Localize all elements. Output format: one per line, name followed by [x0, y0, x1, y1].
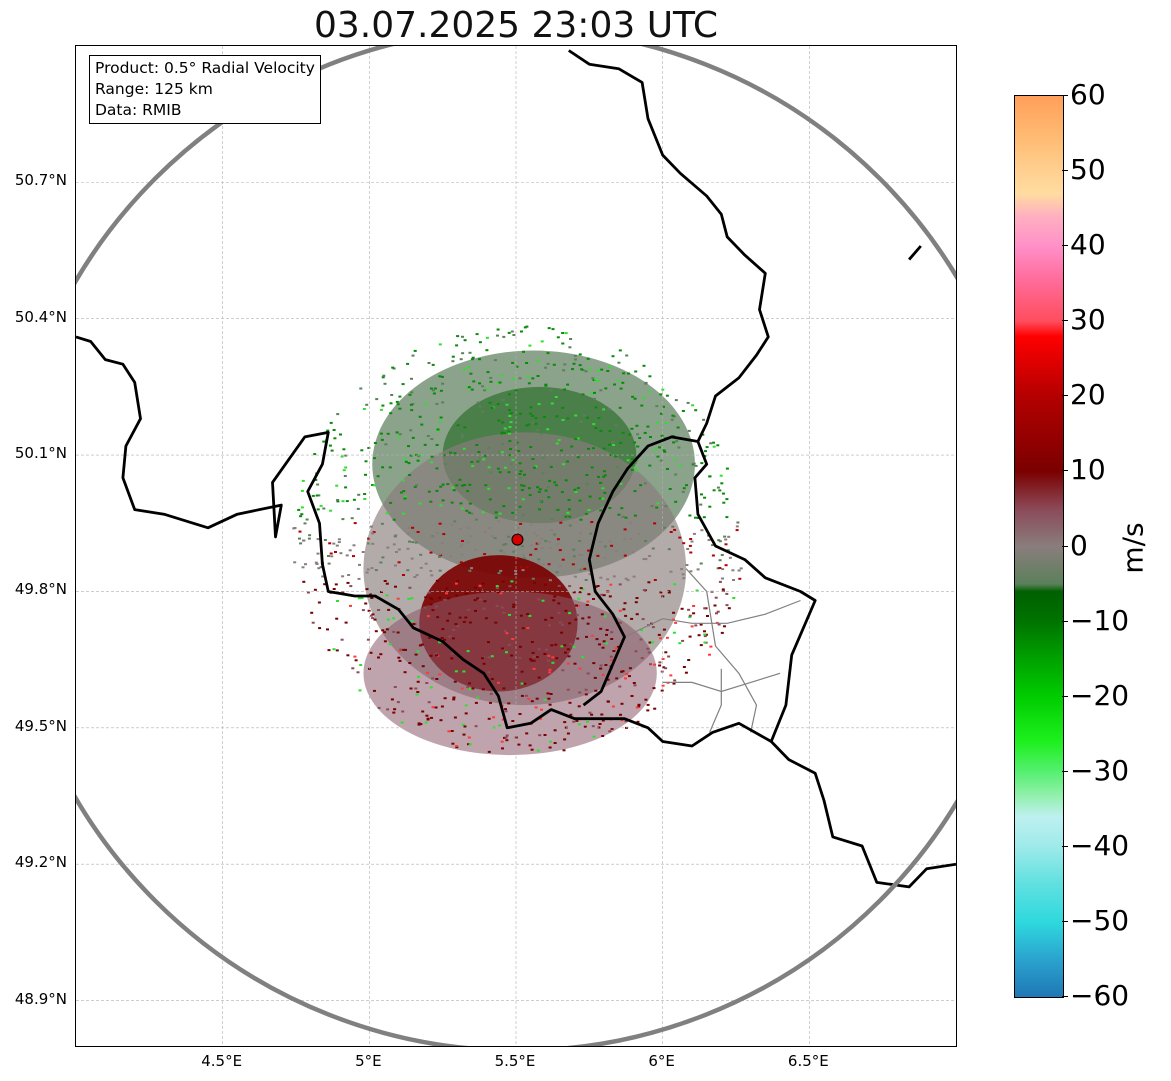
colorbar-tick-label: 50 — [1070, 153, 1106, 187]
velocity-speckles — [292, 325, 743, 753]
colorbar-tick-label: 40 — [1070, 228, 1106, 262]
lon-tick-label: 4.5°E — [201, 1052, 243, 1070]
colorbar-tick — [1062, 470, 1068, 472]
radar-echoes — [292, 325, 743, 756]
lon-tick-label: 6.5°E — [787, 1052, 829, 1070]
colorbar-tick-label: 10 — [1070, 453, 1106, 487]
echo-outbound-ring-mauve — [363, 591, 657, 756]
province-border — [685, 568, 758, 733]
colorbar-tick-label: −10 — [1070, 603, 1130, 637]
lat-tick-label: 50.4°N — [14, 307, 67, 326]
colorbar-tick-label: 20 — [1070, 378, 1106, 412]
range-label: Range: 125 km — [95, 80, 213, 98]
lon-tick-label: 5°E — [355, 1052, 382, 1070]
lat-tick-label: 50.1°N — [14, 444, 67, 463]
plot-title: 03.07.2025 23:03 UTC — [313, 5, 719, 46]
colorbar-tick-label: −40 — [1070, 828, 1130, 862]
radar-map[interactable] — [75, 45, 957, 1047]
colorbar-tick — [1062, 845, 1068, 847]
gridlines — [76, 46, 956, 1046]
data-source-label: Data: RMIB — [95, 101, 182, 119]
colorbar-tick — [1062, 245, 1068, 247]
colorbar-tick — [1062, 695, 1068, 697]
lon-tick-label: 5.5°E — [494, 1052, 536, 1070]
lat-tick-label: 49.2°N — [14, 853, 67, 872]
lat-tick-label: 49.8°N — [14, 580, 67, 599]
radar-site-marker[interactable] — [511, 533, 524, 546]
lon-tick-label: 6°E — [648, 1052, 675, 1070]
colorbar — [1014, 95, 1064, 998]
colorbar-tick — [1062, 95, 1068, 96]
colorbar-unit-label: m/s — [1116, 522, 1150, 574]
colorbar-tick-label: 0 — [1070, 528, 1088, 562]
colorbar-tick — [1062, 170, 1068, 172]
info-box: Product: 0.5° Radial Velocity Range: 125… — [89, 55, 321, 124]
country-border — [568, 49, 770, 443]
colorbar-tick — [1062, 620, 1068, 622]
lat-tick-label: 49.5°N — [14, 716, 67, 735]
colorbar-tick-label: 30 — [1070, 303, 1106, 337]
colorbar-tick — [1062, 545, 1068, 547]
country-border — [908, 245, 922, 261]
colorbar-tick-label: −60 — [1070, 979, 1130, 1012]
province-border — [624, 599, 801, 638]
colorbar-tick — [1062, 770, 1068, 772]
lat-tick-label: 50.7°N — [14, 171, 67, 190]
colorbar-tick — [1062, 320, 1068, 322]
colorbar-tick-label: −50 — [1070, 903, 1130, 937]
colorbar-tick-label: −20 — [1070, 678, 1130, 712]
colorbar-tick — [1062, 395, 1068, 397]
country-border — [76, 335, 956, 889]
province-border — [709, 668, 722, 733]
product-label: Product: 0.5° Radial Velocity — [95, 59, 315, 77]
colorbar-tick-label: 60 — [1070, 78, 1106, 111]
country-border — [582, 435, 817, 743]
colorbar-tick-label: −30 — [1070, 753, 1130, 787]
map-canvas — [76, 46, 956, 1046]
colorbar-tick — [1062, 996, 1068, 997]
colorbar-tick — [1062, 920, 1068, 922]
lat-tick-label: 48.9°N — [14, 989, 67, 1008]
